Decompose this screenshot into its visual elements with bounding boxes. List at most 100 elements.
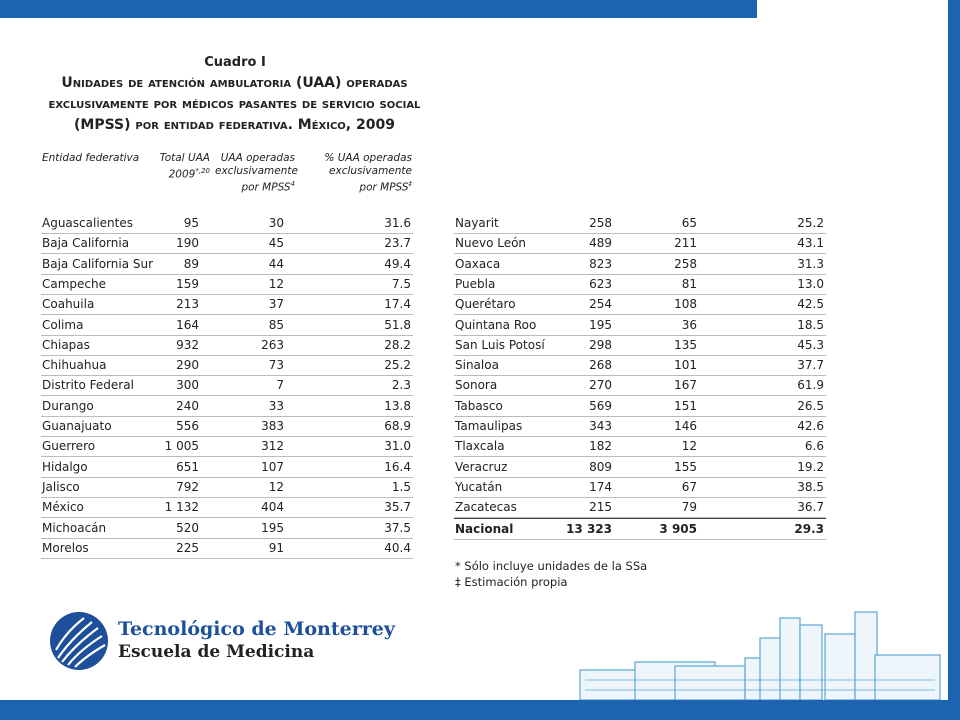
row-value: 12 (268, 276, 284, 291)
row-value: 520 (176, 520, 199, 535)
table-row: Puebla 623 81 13.0 (454, 274, 826, 295)
table-title: Unidades de atención ambulatoria (UAA) o… (48, 75, 421, 133)
row-value: 155 (674, 459, 697, 474)
row-value: 213 (176, 297, 199, 312)
row-value: 258 (589, 216, 612, 230)
row-value: 298 (589, 337, 612, 352)
table-row: Yucatán 174 67 38.5 (454, 477, 826, 498)
row-value: 13.8 (384, 398, 411, 413)
table-label: Cuadro I (204, 55, 266, 70)
row-value: 19.2 (797, 459, 824, 474)
table-row: Aguascalientes 95 30 31.6 (41, 213, 413, 234)
table-row: Baja California 190 45 23.7 (41, 233, 413, 255)
table-row: México 1 132 404 35.7 (41, 497, 413, 519)
row-value: 215 (589, 500, 612, 515)
table-row: Zacatecas 215 79 36.7 (454, 497, 826, 519)
row-name: Sonora (455, 378, 498, 393)
column-header: UAA operadas exclusivamente por MPSS4 (215, 152, 298, 195)
row-value: 164 (176, 317, 199, 332)
row-value: 263 (261, 337, 284, 352)
row-value: 17.4 (384, 297, 411, 312)
row-value: 7 (276, 378, 284, 393)
row-value: 26.5 (797, 398, 824, 413)
table-row: Nacional 13 323 3 905 29.3 (454, 517, 826, 540)
row-value: 25.2 (797, 216, 824, 230)
row-name: Nuevo León (455, 236, 527, 251)
footnote: * Sólo incluye unidades de la SSa (455, 559, 648, 573)
row-value: 45.3 (797, 337, 824, 352)
right-bar (948, 0, 960, 720)
row-value: 343 (589, 419, 612, 433)
logo-subtitle: Escuela de Medicina (118, 642, 315, 662)
header-sup: 4 (290, 180, 295, 188)
row-value: 174 (589, 479, 612, 494)
header-text: % UAA operadas exclusivamente por MPSS (324, 152, 412, 194)
row-name: Veracruz (455, 459, 508, 474)
top-bar (0, 0, 757, 18)
row-name: Jalisco (42, 479, 80, 494)
row-value: 300 (176, 378, 199, 393)
row-value: 195 (261, 520, 284, 535)
table-row: Sonora 270 167 61.9 (454, 375, 826, 397)
row-name: Sinaloa (455, 358, 499, 373)
row-value: 49.4 (384, 256, 411, 271)
row-name: Tamaulipas (455, 419, 523, 433)
row-value: 623 (589, 276, 612, 291)
row-name: Nacional (455, 521, 514, 536)
row-value: 12 (268, 479, 284, 494)
row-value: 31.6 (384, 216, 411, 230)
row-value: 383 (261, 419, 284, 433)
row-name: Guanajuato (42, 419, 112, 433)
row-value: 67 (681, 479, 697, 494)
row-name: Tabasco (455, 398, 503, 413)
row-value: 151 (674, 398, 697, 413)
row-value: 225 (176, 540, 199, 555)
row-name: Zacatecas (455, 500, 517, 515)
row-name: Puebla (455, 276, 496, 291)
header-text: UAA operadas exclusivamente por MPSS (215, 152, 298, 194)
table-row: Nayarit 258 65 25.2 (454, 213, 826, 234)
row-value: 270 (589, 378, 612, 393)
table-row: Morelos 225 91 40.4 (41, 538, 413, 559)
table-row: Colima 164 85 51.8 (41, 315, 413, 336)
row-value: 7.5 (391, 276, 411, 291)
row-value: 932 (176, 337, 199, 352)
row-name: Coahuila (42, 297, 95, 312)
row-value: 73 (268, 358, 284, 373)
row-value: 44 (268, 256, 284, 271)
logo-mark (50, 612, 108, 670)
row-value: 18.5 (797, 317, 824, 332)
row-name: Aguascalientes (42, 216, 133, 230)
table-row: Campeche 159 12 7.5 (41, 274, 413, 295)
row-value: 89 (183, 256, 199, 271)
table-row: Michoacán 520 195 37.5 (41, 518, 413, 539)
row-value: 81 (681, 276, 697, 291)
row-value: 13 323 (566, 521, 612, 536)
row-value: 91 (268, 540, 284, 555)
row-value: 79 (681, 500, 697, 515)
row-name: Oaxaca (455, 256, 501, 271)
row-value: 42.5 (797, 297, 824, 312)
table-row: San Luis Potosí 298 135 45.3 (454, 335, 826, 356)
row-value: 182 (589, 439, 612, 454)
row-value: 42.6 (797, 419, 824, 433)
row-value: 36 (681, 317, 697, 332)
row-value: 190 (176, 236, 199, 251)
row-value: 3 905 (659, 521, 697, 536)
row-name: Tlaxcala (455, 439, 505, 454)
row-value: 792 (176, 479, 199, 494)
row-value: 23.7 (384, 236, 411, 251)
table-row: Guanajuato 556 383 68.9 (41, 416, 413, 437)
row-name: Michoacán (42, 520, 107, 535)
table-row: Coahuila 213 37 17.4 (41, 294, 413, 316)
row-name: Morelos (42, 540, 89, 555)
table-row: Durango 240 33 13.8 (41, 396, 413, 417)
row-value: 13.0 (797, 276, 824, 291)
row-value: 107 (261, 459, 284, 474)
row-value: 809 (589, 459, 612, 474)
row-value: 28.2 (384, 337, 411, 352)
header-text: Entidad federativa (42, 152, 140, 164)
row-value: 101 (674, 358, 697, 373)
row-name: Colima (42, 317, 84, 332)
